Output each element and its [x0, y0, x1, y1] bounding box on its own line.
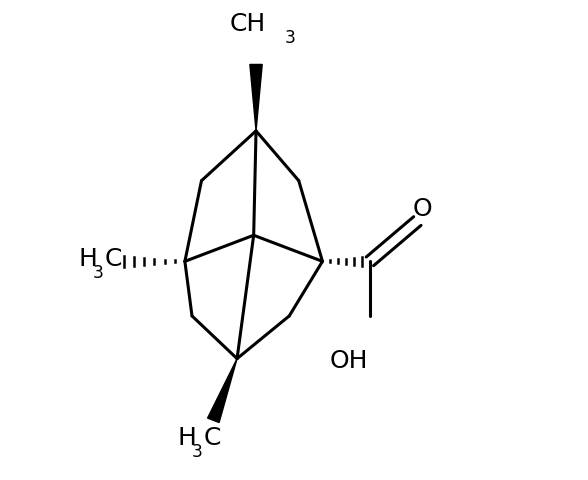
Text: H: H — [78, 247, 97, 271]
Text: C: C — [104, 247, 122, 271]
Text: O: O — [412, 197, 432, 221]
Text: CH: CH — [230, 12, 266, 36]
Text: 3: 3 — [285, 29, 295, 47]
Text: 3: 3 — [92, 264, 103, 282]
Polygon shape — [208, 359, 237, 422]
Text: 3: 3 — [192, 443, 203, 461]
Text: C: C — [204, 426, 221, 450]
Polygon shape — [250, 64, 262, 131]
Text: H: H — [178, 426, 196, 450]
Text: OH: OH — [329, 349, 368, 373]
